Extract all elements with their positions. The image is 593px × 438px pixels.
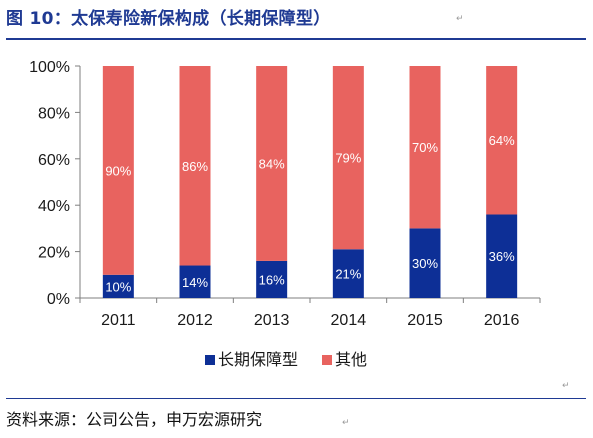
title-divider [6,38,586,40]
bar-other [179,66,211,266]
paragraph-mark: ↵ [342,418,350,428]
y-axis: 0% 20% 40% 60% 80% 100% [29,59,81,308]
data-label: 21% [335,267,361,282]
data-label: 16% [259,272,285,287]
y-tick-label: 100% [29,59,70,76]
paragraph-mark: ↵ [562,381,570,391]
bar-long-term [256,260,288,298]
bar-other [256,66,288,261]
x-tick-label: 2012 [177,312,213,329]
y-tick-label: 60% [38,152,70,169]
x-tick-label: 2014 [331,312,367,329]
data-label: 64% [489,133,515,148]
source-note: 资料来源：公司公告，申万宏源研究 [6,410,263,429]
x-axis: 2011 2012 2013 2014 2015 2016 [79,297,541,329]
legend-label: 其他 [335,350,367,369]
y-tick-label: 0% [47,291,70,308]
bar-long-term [179,265,211,298]
data-label: 36% [489,249,515,264]
paragraph-mark: ↵ [456,14,464,24]
data-label: 70% [412,140,438,155]
figure-title: 图 10：太保寿险新保构成（长期保障型） [6,9,331,29]
bar-long-term [409,228,441,298]
bar-other [409,66,441,229]
legend-label: 长期保障型 [218,350,298,369]
footer-divider [6,398,586,399]
x-tick-label: 2015 [407,312,443,329]
y-tick-label: 80% [38,105,70,122]
bar-other [332,66,364,250]
bars: 10% 90% 14% 86% 16% 84% 21% 79% 30% 70% 36% 64% [102,66,518,298]
data-label: 14% [182,275,208,290]
y-tick-label: 40% [38,198,70,215]
x-tick-label: 2016 [484,312,520,329]
bar-other [102,66,134,275]
data-label: 84% [259,156,285,171]
bar-other [486,66,518,215]
data-label: 30% [412,256,438,271]
legend-swatch-long-term [205,355,215,365]
bar-long-term [332,249,364,298]
data-label: 79% [335,151,361,166]
x-tick-label: 2013 [254,312,290,329]
legend: 长期保障型 其他 [205,350,367,369]
x-tick-label: 2011 [101,312,136,329]
data-label: 90% [105,163,131,178]
data-label: 10% [105,279,131,294]
legend-swatch-other [322,355,332,365]
y-tick-label: 20% [38,245,70,262]
data-label: 86% [182,159,208,174]
bar-long-term [486,214,518,298]
bar-long-term [102,274,134,298]
